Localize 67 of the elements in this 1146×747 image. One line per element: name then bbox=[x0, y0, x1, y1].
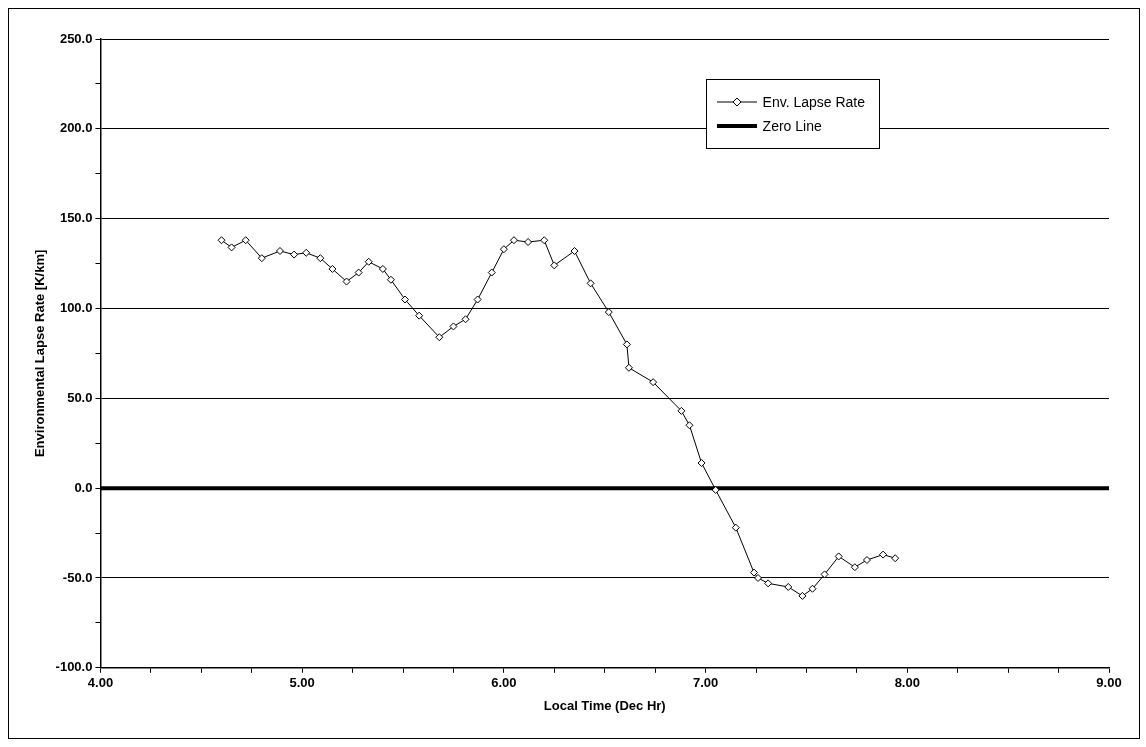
y-tick-label: -50.0 bbox=[62, 569, 93, 585]
point bbox=[834, 552, 843, 561]
x-tick-label: 8.00 bbox=[894, 675, 920, 691]
point bbox=[509, 236, 518, 245]
point bbox=[764, 579, 773, 588]
point bbox=[328, 264, 337, 273]
point bbox=[697, 458, 706, 467]
point bbox=[217, 236, 226, 245]
point bbox=[604, 308, 613, 317]
point bbox=[241, 236, 250, 245]
x-tick-label: 5.00 bbox=[289, 675, 315, 691]
point bbox=[461, 315, 470, 324]
point bbox=[401, 295, 410, 304]
point bbox=[473, 295, 482, 304]
point bbox=[415, 311, 424, 320]
point bbox=[449, 322, 458, 331]
point bbox=[711, 485, 720, 494]
y-tick-label: -100.0 bbox=[55, 659, 93, 675]
point bbox=[257, 254, 266, 263]
point bbox=[540, 236, 549, 245]
point bbox=[386, 275, 395, 284]
point bbox=[820, 570, 829, 579]
point bbox=[685, 421, 694, 430]
point bbox=[808, 584, 817, 593]
x-tick-label: 9.00 bbox=[1096, 675, 1122, 691]
point bbox=[316, 254, 325, 263]
x-tick-label: 6.00 bbox=[491, 675, 517, 691]
point bbox=[499, 245, 508, 254]
y-axis-title: Environmental Lapse Rate [K/km] bbox=[32, 249, 48, 458]
point bbox=[275, 247, 284, 255]
point bbox=[862, 556, 871, 565]
point bbox=[891, 554, 900, 563]
point bbox=[749, 568, 758, 577]
y-tick-label: 0.0 bbox=[74, 479, 93, 495]
point bbox=[487, 268, 496, 277]
point bbox=[524, 238, 533, 247]
point bbox=[550, 261, 559, 270]
point bbox=[302, 248, 311, 257]
point bbox=[227, 243, 236, 252]
point bbox=[378, 264, 387, 273]
legend-label: Zero Line bbox=[762, 118, 822, 134]
point bbox=[342, 277, 351, 286]
x-tick-label: 7.00 bbox=[692, 675, 719, 691]
point bbox=[586, 279, 595, 288]
point bbox=[649, 378, 658, 387]
y-tick-label: 250.0 bbox=[59, 30, 93, 46]
point bbox=[622, 340, 631, 349]
point bbox=[784, 582, 793, 591]
y-tick-label: 200.0 bbox=[59, 120, 93, 136]
point bbox=[354, 268, 363, 277]
point bbox=[570, 247, 579, 255]
legend-label: Env. Lapse Rate bbox=[762, 94, 866, 110]
point bbox=[290, 250, 299, 259]
y-tick-label: 150.0 bbox=[59, 210, 93, 226]
y-tick-label: 50.0 bbox=[67, 389, 93, 405]
point bbox=[879, 550, 888, 559]
point bbox=[731, 523, 740, 532]
x-axis-title: Local Time (Dec Hr) bbox=[543, 697, 666, 713]
point bbox=[435, 333, 444, 342]
x-tick-label: 4.00 bbox=[87, 675, 114, 691]
y-tick-label: 100.0 bbox=[59, 300, 93, 316]
point bbox=[624, 363, 633, 372]
point bbox=[850, 563, 859, 572]
point bbox=[364, 257, 373, 266]
point bbox=[677, 406, 686, 415]
point bbox=[798, 591, 807, 600]
point bbox=[754, 573, 763, 582]
